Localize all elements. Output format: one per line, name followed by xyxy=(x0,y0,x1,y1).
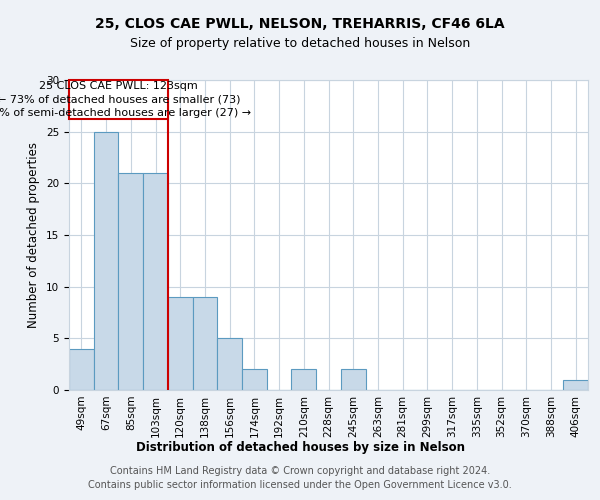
Text: Distribution of detached houses by size in Nelson: Distribution of detached houses by size … xyxy=(136,441,464,454)
Y-axis label: Number of detached properties: Number of detached properties xyxy=(28,142,40,328)
Text: 25, CLOS CAE PWLL, NELSON, TREHARRIS, CF46 6LA: 25, CLOS CAE PWLL, NELSON, TREHARRIS, CF… xyxy=(95,18,505,32)
Bar xyxy=(69,80,168,120)
Text: 25 CLOS CAE PWLL: 123sqm
← 73% of detached houses are smaller (73)
27% of semi-d: 25 CLOS CAE PWLL: 123sqm ← 73% of detach… xyxy=(0,82,251,118)
Bar xyxy=(292,370,316,390)
Bar xyxy=(94,132,118,390)
Bar xyxy=(242,370,267,390)
Bar xyxy=(143,173,168,390)
Text: Contains HM Land Registry data © Crown copyright and database right 2024.: Contains HM Land Registry data © Crown c… xyxy=(110,466,490,476)
Bar xyxy=(69,348,94,390)
Bar xyxy=(193,297,217,390)
Bar xyxy=(118,173,143,390)
Text: Size of property relative to detached houses in Nelson: Size of property relative to detached ho… xyxy=(130,38,470,51)
Bar xyxy=(341,370,365,390)
Text: Contains public sector information licensed under the Open Government Licence v3: Contains public sector information licen… xyxy=(88,480,512,490)
Bar xyxy=(217,338,242,390)
Bar xyxy=(168,297,193,390)
Bar xyxy=(563,380,588,390)
